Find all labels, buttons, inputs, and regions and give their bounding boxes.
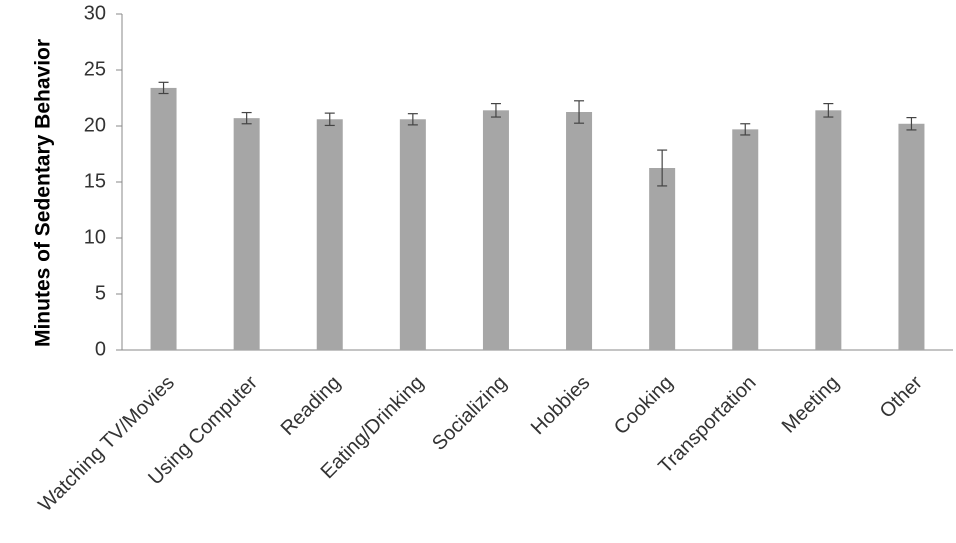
x-tick-label: Hobbies: [527, 372, 594, 439]
error-bar: [158, 81, 169, 95]
y-tick-label: 0: [95, 338, 106, 360]
error-bar: [407, 113, 418, 126]
bar: [399, 119, 426, 350]
y-tick-label: 25: [84, 58, 106, 80]
error-bar: [823, 102, 834, 118]
error-bar: [324, 112, 335, 127]
error-bar: [574, 100, 585, 124]
y-tick-label: 15: [84, 170, 106, 192]
bar: [649, 168, 676, 350]
x-tick-label: Meeting: [778, 372, 844, 438]
error-bar: [906, 116, 917, 131]
error-bar: [490, 102, 501, 118]
error-bar: [740, 123, 751, 136]
bar: [316, 119, 343, 350]
x-tick-label: Other: [876, 371, 927, 422]
bar: [732, 129, 759, 350]
bar: [898, 123, 925, 350]
y-tick-label: 30: [84, 2, 106, 24]
error-bar: [657, 149, 668, 187]
x-tick-label: Watching TV/Movies: [34, 372, 178, 516]
bar: [815, 110, 842, 350]
bar: [482, 110, 509, 350]
y-tick-label: 10: [84, 226, 106, 248]
y-axis-title: Minutes of Sedentary Behavior: [32, 39, 55, 347]
x-tick-label: Socializing: [428, 372, 511, 455]
x-tick-label: Cooking: [610, 372, 677, 439]
bar: [150, 87, 177, 351]
y-tick-label: 20: [84, 114, 106, 136]
bar: [233, 118, 260, 350]
bar: [566, 112, 593, 350]
x-tick-label: Reading: [277, 372, 345, 440]
error-bar: [241, 111, 252, 125]
y-tick-label: 5: [95, 282, 106, 304]
